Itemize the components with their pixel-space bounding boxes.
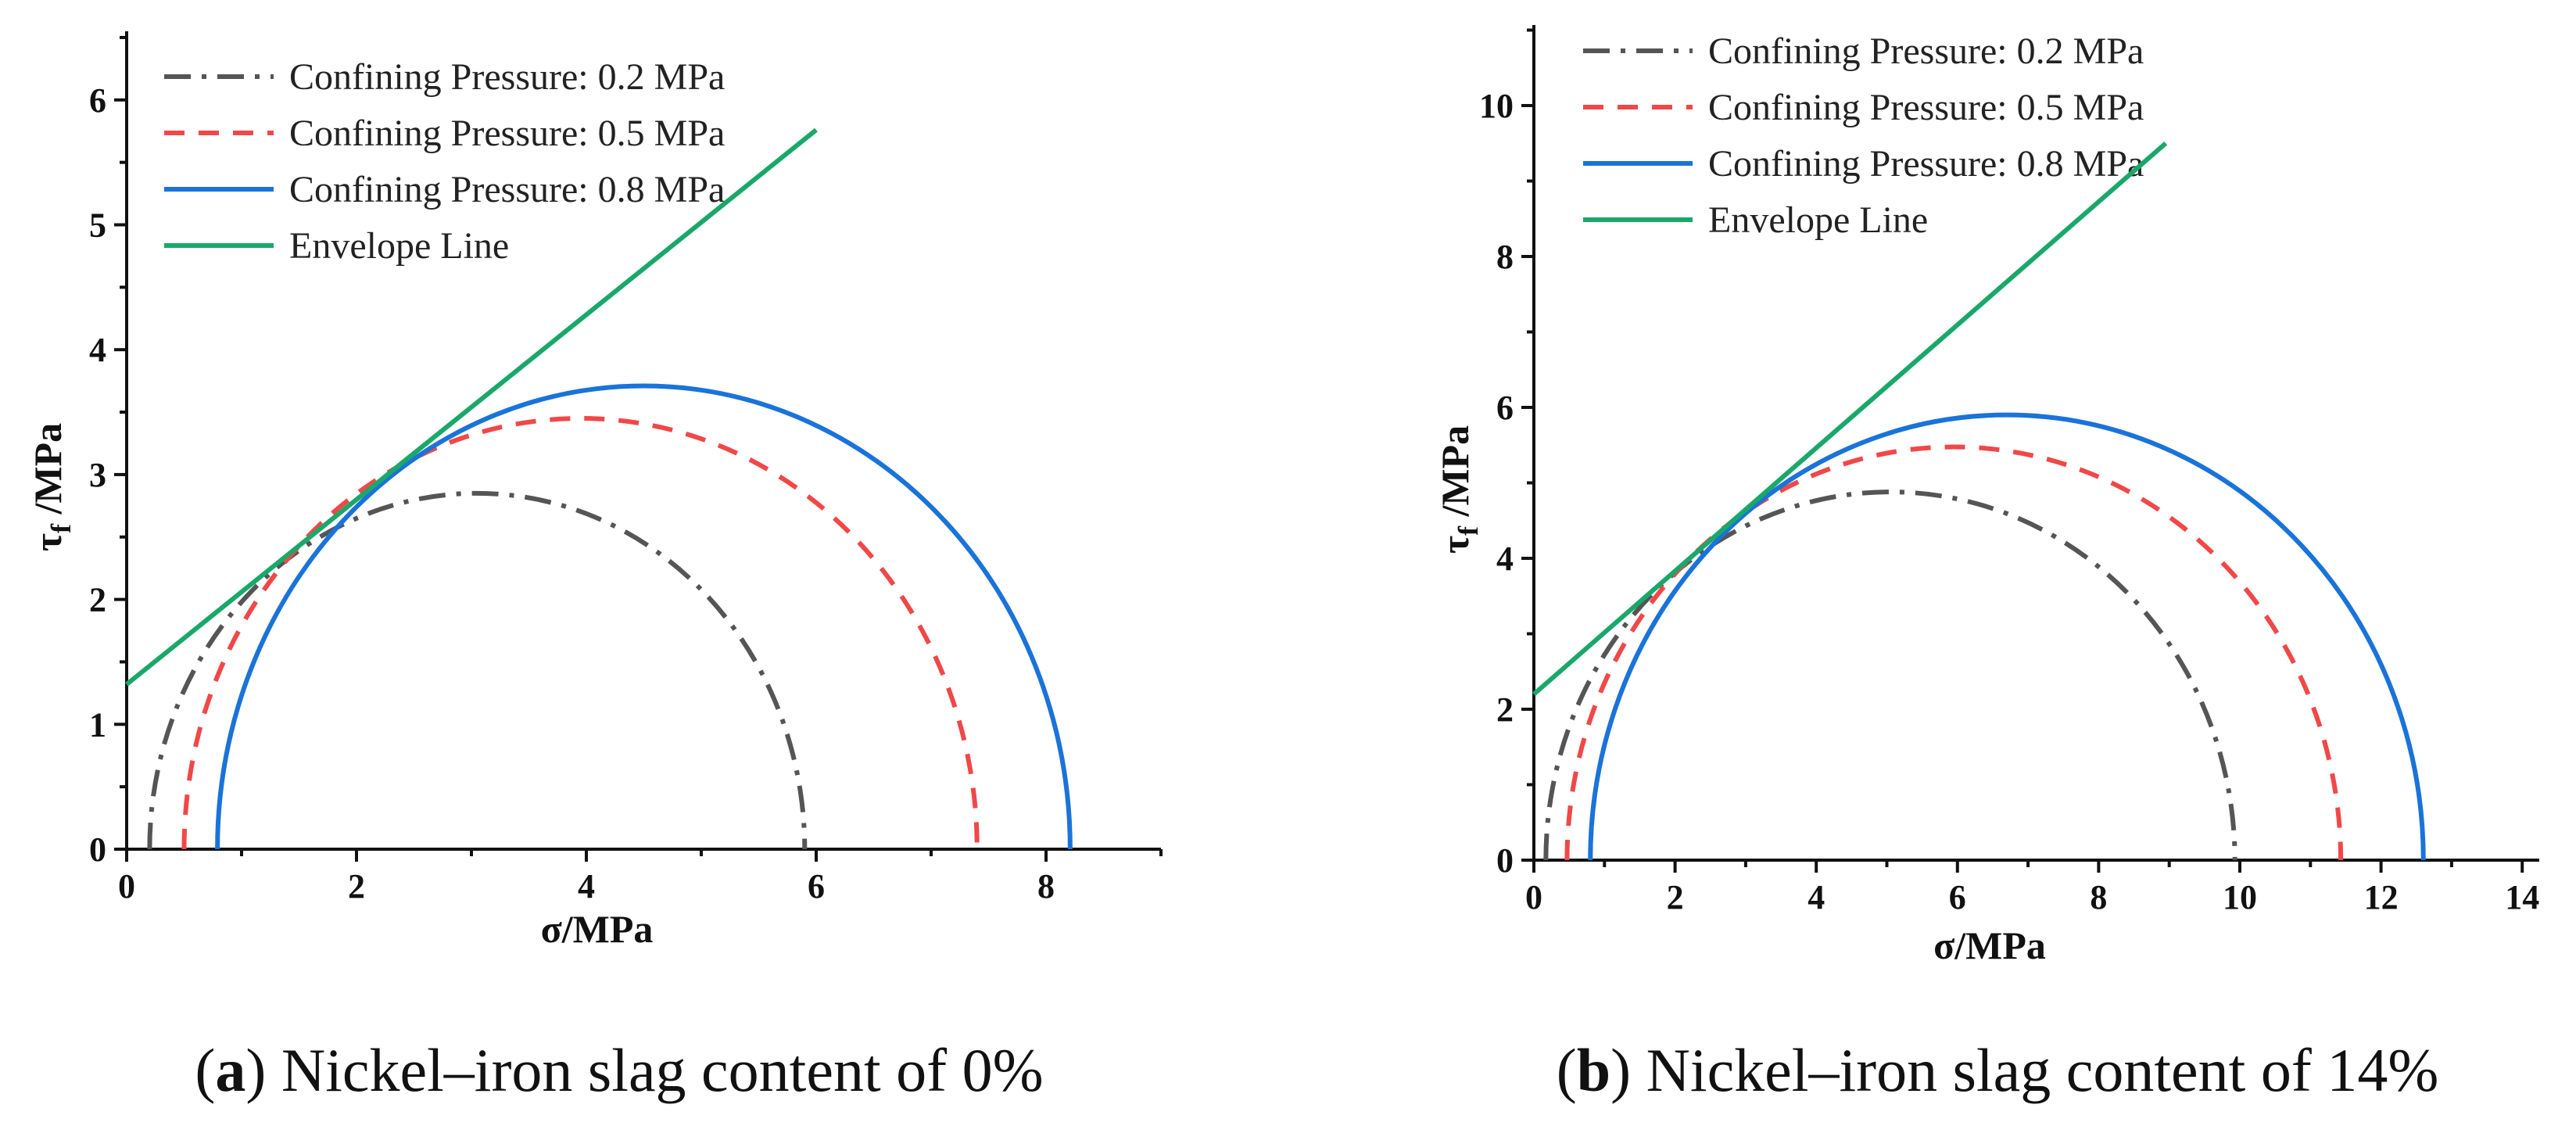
y-axis-label-unit: /MPa xyxy=(1433,425,1477,526)
y-tick-label: 3 xyxy=(89,456,106,494)
caption-paren-open: ( xyxy=(195,1036,215,1104)
y-tick-label: 0 xyxy=(89,830,106,869)
mohr-circle-series-2 xyxy=(181,416,980,850)
x-tick-label: 2 xyxy=(1667,878,1684,916)
y-axis-label: τf /MPa xyxy=(1433,425,1484,554)
caption-paren-close: ) xyxy=(245,1036,281,1104)
mohr-circle-series-1 xyxy=(1543,489,2237,861)
mohr-circle-series-3 xyxy=(1588,412,2426,861)
y-axis-label: τf /MPa xyxy=(26,423,77,551)
y-tick-label: 6 xyxy=(89,81,106,120)
y-tick-label: 2 xyxy=(89,581,106,619)
mohr-circle-series-2 xyxy=(1564,444,2344,861)
x-tick-label: 10 xyxy=(2223,878,2257,916)
legend-label: Envelope Line xyxy=(1708,199,1928,241)
caption-letter: a xyxy=(215,1036,245,1104)
y-axis-label-symbol: τ xyxy=(1433,536,1477,554)
x-tick-label: 4 xyxy=(578,867,595,905)
caption-text: Nickel–iron slag content of 0% xyxy=(281,1036,1044,1104)
caption-letter: b xyxy=(1577,1036,1610,1104)
y-tick-label: 10 xyxy=(1479,87,1514,125)
y-tick-label: 2 xyxy=(1496,690,1514,729)
y-tick-label: 4 xyxy=(89,331,106,369)
caption-panel-a: (a) Nickel–iron slag content of 0% xyxy=(195,1036,1043,1104)
x-tick-label: 6 xyxy=(808,867,825,905)
y-axis-label-symbol: τ xyxy=(26,533,70,551)
caption-paren-close: ) xyxy=(1610,1036,1646,1104)
panel-b-chart: 0 2 4 6 8 10 12 14 0 2 4 6 8 10 σ/MPa τf /MPa Confining … xyxy=(1433,25,2539,967)
legend-label: Confining Pressure: 0.2 MPa xyxy=(1708,30,2144,72)
mohr-circle-series-1 xyxy=(147,490,808,850)
caption-text: Nickel–iron slag content of 14% xyxy=(1646,1036,2439,1104)
y-tick-label: 4 xyxy=(1496,540,1514,578)
x-tick-label: 14 xyxy=(2505,878,2539,916)
x-tick-label: 2 xyxy=(348,867,365,905)
x-axis-label: σ/MPa xyxy=(541,907,654,951)
x-tick-label: 8 xyxy=(1037,867,1055,905)
legend-label: Confining Pressure: 0.8 MPa xyxy=(289,169,725,210)
legend-label: Confining Pressure: 0.2 MPa xyxy=(289,56,725,98)
legend-label: Confining Pressure: 0.8 MPa xyxy=(1708,143,2144,185)
legend-label: Confining Pressure: 0.5 MPa xyxy=(289,113,725,154)
x-tick-label: 0 xyxy=(1525,878,1542,916)
legend-label: Confining Pressure: 0.5 MPa xyxy=(1708,87,2144,128)
y-tick-label: 0 xyxy=(1496,841,1514,880)
x-tick-label: 0 xyxy=(118,867,135,905)
envelope-line xyxy=(1532,141,2168,696)
caption-panel-b: (b) Nickel–iron slag content of 14% xyxy=(1557,1036,2439,1104)
mohr-circle-series-3 xyxy=(215,383,1073,850)
y-axis-label-subscript: f xyxy=(45,523,77,533)
y-axis-label-unit: /MPa xyxy=(26,423,70,524)
y-tick-label: 6 xyxy=(1496,389,1514,427)
y-tick-label: 1 xyxy=(89,705,106,744)
x-tick-label: 8 xyxy=(2090,878,2107,916)
y-tick-label: 8 xyxy=(1496,238,1514,276)
y-tick-label: 5 xyxy=(89,206,106,245)
legend-label: Envelope Line xyxy=(289,225,509,267)
y-axis-label-subscript: f xyxy=(1453,525,1484,536)
envelope-line xyxy=(125,127,818,687)
captions: (a) Nickel–iron slag content of 0% (b) Ni… xyxy=(195,1036,2438,1104)
x-tick-label: 4 xyxy=(1807,878,1825,916)
x-tick-label: 6 xyxy=(1949,878,1966,916)
panel-a-chart: 0 2 4 6 8 0 1 2 3 4 5 6 σ/MPa τf /MPa Confining Pressu… xyxy=(26,31,1163,951)
x-axis-label: σ/MPa xyxy=(1933,923,2046,967)
caption-paren-open: ( xyxy=(1557,1036,1577,1104)
x-tick-label: 12 xyxy=(2364,878,2399,916)
